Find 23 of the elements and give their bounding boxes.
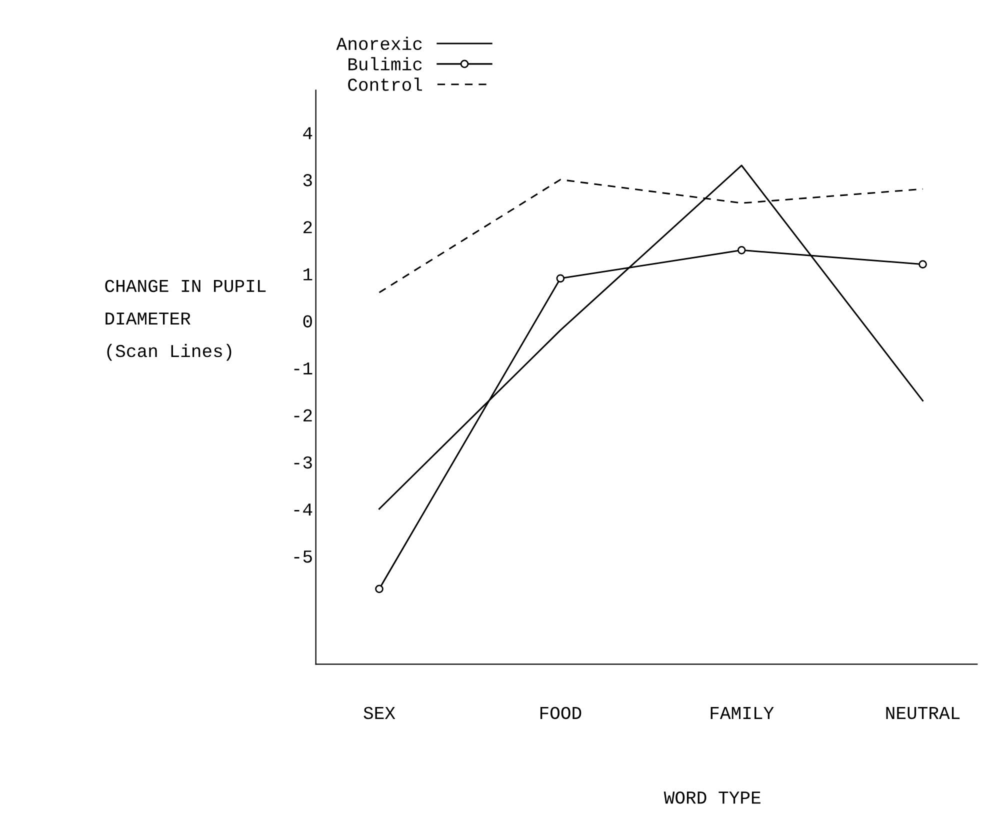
y-tick-label: -2 xyxy=(294,409,312,422)
y-tick-label: -3 xyxy=(294,456,312,469)
y-axis-title: CHANGE IN PUPIL DIAMETER (Scan Lines) xyxy=(105,280,266,361)
legend-label: Anorexic xyxy=(336,36,422,50)
x-tick-label: SEX xyxy=(364,706,396,720)
y-tick-label: 2 xyxy=(303,221,312,234)
y-tick-label: 3 xyxy=(303,174,312,186)
point xyxy=(375,584,384,594)
point xyxy=(556,274,565,283)
y-tick-label: 1 xyxy=(304,268,312,280)
y-tick-label: 4 xyxy=(303,127,312,140)
point xyxy=(918,260,927,268)
y-tick-label: -5 xyxy=(294,550,312,563)
y-tick-label: -4 xyxy=(294,504,312,516)
x-tick-label: NEUTRAL xyxy=(886,707,960,720)
point xyxy=(737,246,746,254)
legend-label: Control xyxy=(348,78,422,91)
x-tick-label: FOOD xyxy=(540,706,582,720)
y-tick-label: -1 xyxy=(294,362,312,374)
y-tick-label: 0 xyxy=(303,315,312,328)
x-axis-title: WORD TYPE xyxy=(664,791,760,804)
legend-label: Bulimic xyxy=(348,57,422,70)
x-tick-label: FAMILY xyxy=(710,707,774,719)
